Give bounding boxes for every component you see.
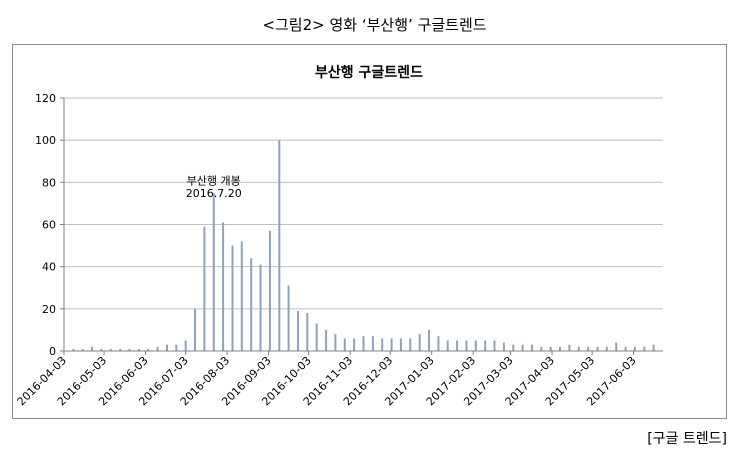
bar (362, 336, 365, 351)
bar (446, 340, 449, 351)
bar (343, 338, 346, 351)
y-tick-label: 120 (35, 92, 56, 105)
y-tick-label: 0 (49, 345, 56, 358)
bar (81, 348, 84, 351)
bar (409, 338, 412, 351)
grid-lines (64, 97, 663, 310)
chart-title: 부산행 구글트렌드 (315, 64, 423, 81)
bar (128, 348, 131, 351)
y-tick-label: 60 (42, 219, 56, 232)
bar (315, 323, 318, 351)
y-tick-label: 20 (42, 303, 56, 316)
bar (428, 329, 430, 351)
bar (540, 346, 543, 351)
bar (456, 340, 459, 351)
bar (596, 346, 599, 351)
bar (184, 340, 187, 351)
bar (306, 313, 309, 351)
bar (418, 334, 421, 351)
bar (240, 241, 243, 351)
bar (353, 338, 356, 351)
y-tick-label: 80 (42, 176, 56, 189)
bar (474, 340, 477, 351)
bar (371, 336, 374, 351)
bar (531, 344, 533, 351)
axes (63, 98, 663, 352)
bar (72, 348, 75, 351)
bar (587, 346, 590, 351)
bar (137, 348, 140, 351)
bar (568, 344, 571, 351)
bar (203, 226, 206, 351)
figure-caption: <그림2> 영화 ‘부산행’ 구글트렌드 (262, 16, 487, 34)
chart-container: 부산행 구글트렌드 0 20 40 60 80 100 120 2016-04-03 2016… (12, 44, 727, 419)
y-tick-label: 100 (35, 134, 56, 147)
bar (278, 140, 281, 351)
bar (502, 342, 505, 351)
bar (652, 344, 655, 351)
bar (605, 346, 608, 351)
chart-svg: 부산행 구글트렌드 0 20 40 60 80 100 120 2016-04-032016… (15, 64, 663, 408)
annotation-label: 2016.7.20 (186, 187, 242, 200)
bar (156, 346, 159, 351)
bar (325, 329, 328, 351)
bar (147, 348, 150, 351)
bar (109, 348, 112, 351)
bar (212, 192, 215, 351)
bar (231, 245, 234, 351)
bar (381, 338, 384, 351)
bar (287, 285, 290, 351)
bar (399, 338, 402, 351)
bar (91, 346, 94, 351)
bar (222, 222, 225, 351)
y-tick-label: 40 (42, 261, 56, 274)
bar (194, 308, 196, 351)
bar (175, 344, 178, 351)
bar (268, 230, 271, 351)
bar (484, 340, 487, 351)
bar (437, 336, 440, 351)
bar (521, 344, 524, 351)
bar (633, 346, 636, 351)
bar (615, 342, 618, 351)
bar (119, 348, 122, 351)
bar (559, 346, 561, 351)
bar (643, 346, 646, 351)
bar (624, 346, 627, 351)
bar (493, 340, 496, 351)
bar (465, 340, 468, 351)
x-axis-ticks: 2016-04-032016-05-032016-06-032016-07-03… (15, 351, 639, 408)
source-label: [구글 트렌드] (647, 431, 727, 447)
annotation-label: 부산행 개봉 (187, 174, 241, 187)
y-axis-ticks: 0 20 40 60 80 100 120 (35, 92, 64, 358)
bars (72, 140, 655, 351)
bar (100, 348, 103, 351)
bar (166, 344, 168, 351)
bar (259, 264, 262, 351)
bar (549, 346, 552, 351)
bar (390, 338, 393, 351)
bar (577, 346, 580, 351)
bar (250, 258, 253, 351)
bar (512, 344, 515, 351)
bar (297, 310, 299, 351)
bar (334, 334, 337, 351)
